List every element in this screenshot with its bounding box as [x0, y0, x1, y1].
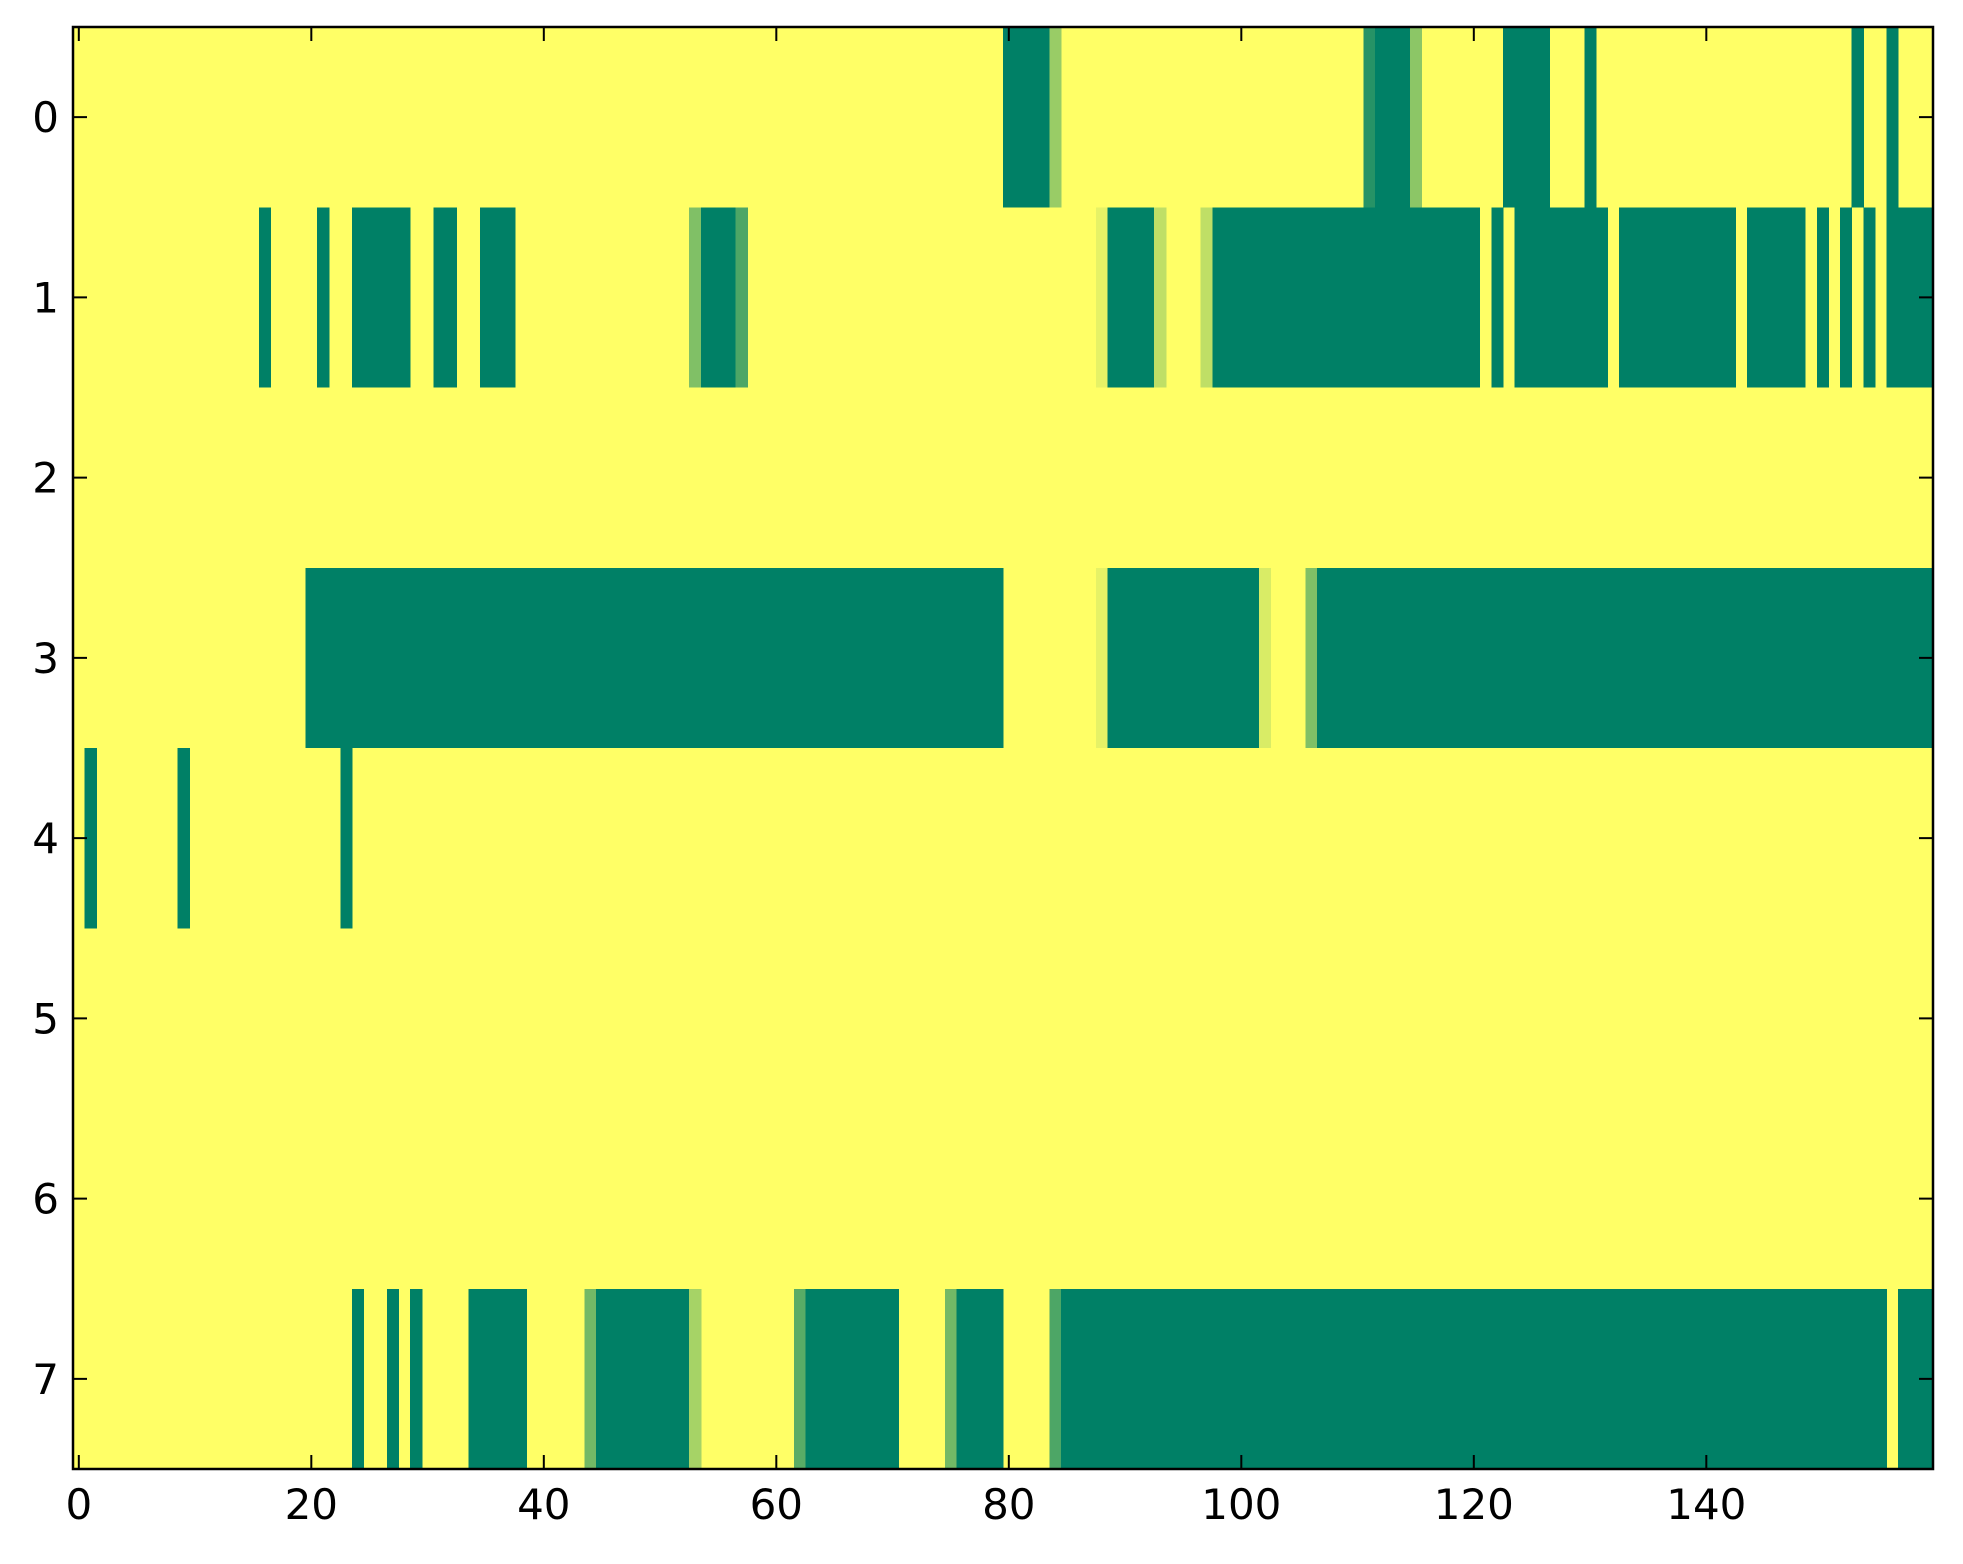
heatmap-cell-row-1 — [352, 207, 411, 388]
heatmap-cell-row-1 — [479, 207, 516, 388]
heatmap-cell-row-7 — [410, 1288, 423, 1469]
y-tick-label: 1 — [32, 273, 59, 322]
heatmap-cell-row-1 — [317, 207, 330, 388]
heatmap-cell-row-1 — [1619, 207, 1736, 388]
x-tick-label: 40 — [517, 1480, 570, 1529]
heatmap-cell-row-1 — [1514, 207, 1609, 388]
heatmap-cell-row-0 — [1502, 27, 1550, 208]
x-tick-label: 140 — [1666, 1480, 1746, 1529]
heatmap-cell-row-3 — [1258, 567, 1271, 748]
heatmap-cell-row-1 — [735, 207, 748, 388]
heatmap-cell-row-0 — [1363, 27, 1376, 208]
heatmap-cell-row-1 — [1816, 207, 1829, 388]
y-tick-label: 4 — [32, 814, 59, 863]
x-tick-label: 0 — [65, 1480, 92, 1529]
heatmap-cell-row-7 — [386, 1288, 400, 1469]
y-tick-label: 7 — [32, 1355, 59, 1404]
heatmap-cell-row-7 — [944, 1288, 958, 1469]
heatmap-cell-row-1 — [700, 207, 737, 388]
heatmap-cell-row-1 — [1863, 207, 1876, 388]
x-tick-label: 120 — [1434, 1480, 1514, 1529]
heatmap-cell-row-1 — [259, 207, 272, 388]
x-tick-label: 60 — [750, 1480, 803, 1529]
heatmap-cell-row-1 — [1200, 207, 1213, 388]
heatmap-cell-row-0 — [1049, 27, 1062, 208]
heatmap-cell-row-1 — [433, 207, 458, 388]
y-tick-label: 6 — [32, 1175, 59, 1224]
heatmap-cell-row-1 — [1154, 207, 1167, 388]
heatmap-cell-row-7 — [956, 1288, 1004, 1469]
heatmap-cell-row-1 — [689, 207, 702, 388]
heatmap-cell-row-0 — [1584, 27, 1597, 208]
heatmap-cell-row-0 — [1003, 27, 1051, 208]
heatmap-cell-row-7 — [805, 1288, 899, 1469]
y-tick-label: 2 — [32, 454, 59, 503]
heatmap-cells — [73, 27, 1934, 1469]
y-tick-label: 5 — [32, 994, 59, 1043]
heatmap-cell-row-7 — [596, 1288, 690, 1469]
heatmap-cell-row-4 — [84, 748, 97, 929]
heatmap-cell-row-7 — [352, 1288, 365, 1469]
heatmap-cell-row-3 — [1316, 567, 1934, 748]
y-tick-label: 0 — [32, 93, 59, 142]
heatmap-cell-row-1 — [1747, 207, 1806, 388]
x-tick-label: 100 — [1201, 1480, 1281, 1529]
heatmap-cell-row-1 — [1107, 207, 1155, 388]
heatmap-cell-row-0 — [1409, 27, 1423, 208]
heatmap-cell-row-1 — [1096, 207, 1109, 388]
heatmap-cell-row-7 — [584, 1288, 597, 1469]
heatmap-cell-row-3 — [1096, 567, 1109, 748]
x-tick-label: 80 — [982, 1480, 1035, 1529]
heatmap-cell-row-7 — [793, 1288, 806, 1469]
plot-frame — [71, 25, 1935, 1471]
heatmap-cell-row-1 — [1840, 207, 1853, 388]
heatmap-cell-row-0 — [1851, 27, 1864, 208]
heatmap-cell-row-0 — [1886, 27, 1899, 208]
heatmap-cell-row-3 — [1107, 567, 1260, 748]
heatmap-cell-row-3 — [1305, 567, 1318, 748]
heatmap-cell-row-1 — [1491, 207, 1504, 388]
heatmap-cell-row-4 — [177, 748, 190, 929]
y-tick-label: 3 — [32, 634, 59, 683]
heatmap-cell-row-7 — [468, 1288, 527, 1469]
heatmap-cell-row-3 — [305, 567, 1004, 748]
heatmap-cell-row-1 — [1212, 207, 1481, 388]
heatmap-cell-row-7 — [1061, 1288, 1888, 1469]
x-tick-label: 20 — [285, 1480, 338, 1529]
heatmap-cell-row-7 — [1049, 1288, 1062, 1469]
axes: 0 20 40 60 80 100 120 140 0 1 2 3 4 5 6 7 — [32, 25, 1935, 1529]
heatmap-cell-row-4 — [340, 748, 353, 929]
heatmap-cell-row-7 — [689, 1288, 702, 1469]
heatmap-cell-row-0 — [1375, 27, 1411, 208]
